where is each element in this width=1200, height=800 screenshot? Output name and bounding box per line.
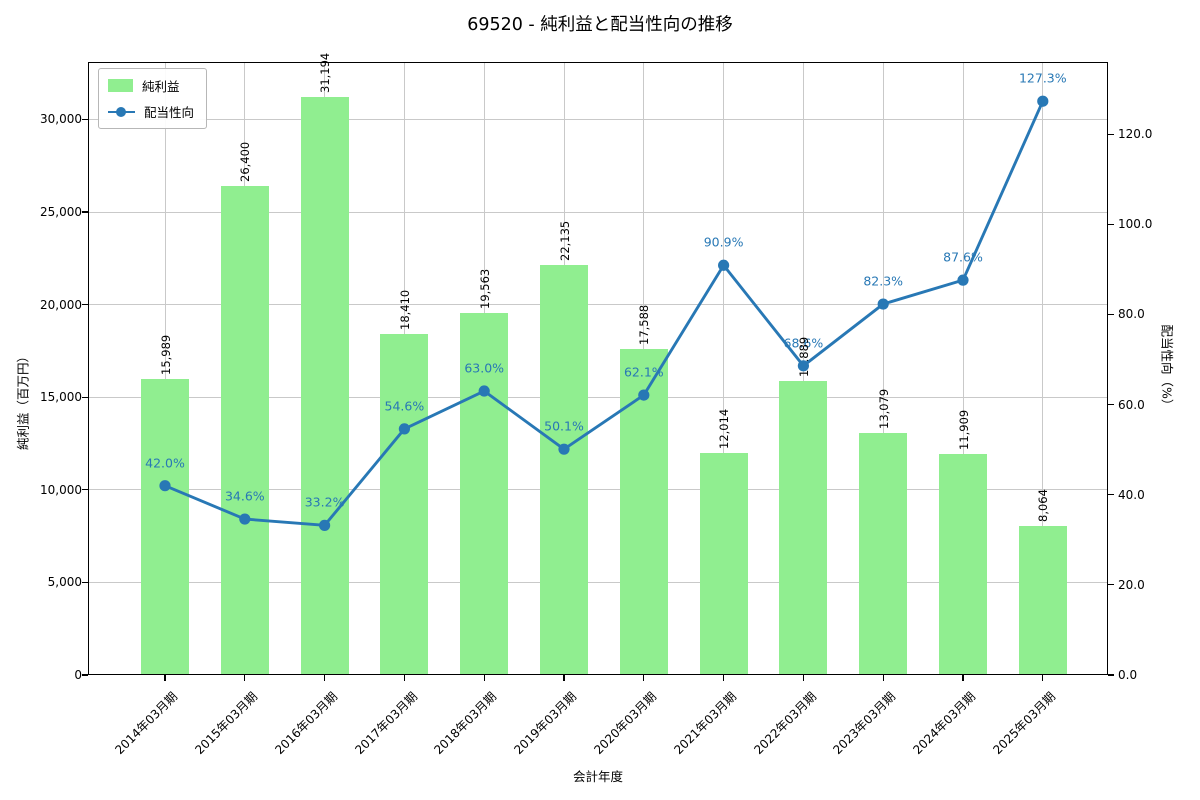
x-tick bbox=[563, 675, 565, 681]
x-axis-label: 会計年度 bbox=[572, 769, 624, 784]
y-tick-left bbox=[82, 581, 88, 583]
x-tick-label: 2014年03月期 bbox=[112, 689, 181, 758]
bar-value-label: 17,588 bbox=[637, 305, 652, 346]
legend: 純利益 配当性向 bbox=[98, 68, 208, 129]
x-tick bbox=[1042, 675, 1044, 681]
x-tick-label: 2020年03月期 bbox=[591, 689, 660, 758]
x-tick bbox=[483, 675, 485, 681]
x-tick-label: 2017年03月期 bbox=[351, 689, 420, 758]
bar-2024 bbox=[939, 454, 987, 675]
y-tick-label-right: 100.0 bbox=[1118, 217, 1153, 232]
bar-2015 bbox=[220, 186, 269, 675]
bar-2023 bbox=[859, 432, 908, 675]
y-tick-label-left: 30,000 bbox=[40, 112, 82, 127]
payout-point-label: 87.6% bbox=[943, 249, 983, 265]
x-tick-label: 2016年03月期 bbox=[272, 689, 340, 758]
bar-value-label: 18,410 bbox=[397, 289, 412, 331]
y-tick-label-left: 15,000 bbox=[40, 390, 82, 405]
y-tick-label-right: 20.0 bbox=[1118, 577, 1145, 592]
x-tick bbox=[962, 675, 964, 681]
y-tick-label-right: 0.0 bbox=[1118, 668, 1138, 682]
y-tick-right bbox=[1108, 494, 1114, 496]
payout-point-label: 62.1% bbox=[623, 364, 664, 380]
y-tick-left bbox=[82, 396, 88, 398]
y-tick-left bbox=[82, 118, 88, 120]
y-tick-label-left: 5,000 bbox=[47, 575, 82, 590]
y-tick-label-left: 25,000 bbox=[40, 205, 82, 219]
y-tick-label-right: 40.0 bbox=[1118, 487, 1145, 502]
payout-point-label: 42.0% bbox=[145, 455, 185, 471]
x-tick bbox=[164, 675, 166, 681]
y-tick-right bbox=[1108, 674, 1114, 676]
net-income-swatch-icon bbox=[108, 79, 133, 92]
payout-point-label: 82.3% bbox=[863, 273, 904, 289]
payout-point-label: 90.9% bbox=[703, 234, 744, 250]
bar-value-label: 15,889 bbox=[796, 336, 811, 377]
bar-value-label: 22,135 bbox=[557, 220, 572, 262]
y-tick-label-left: 20,000 bbox=[40, 297, 82, 312]
bar-2014 bbox=[141, 378, 189, 675]
payout-point-label: 63.0% bbox=[464, 360, 505, 376]
bar-2016 bbox=[300, 97, 349, 675]
x-tick bbox=[403, 675, 405, 681]
bar-value-label: 15,989 bbox=[158, 334, 173, 375]
y-tick-right bbox=[1108, 403, 1114, 406]
bar-value-label: 26,400 bbox=[238, 141, 253, 183]
y-tick-right bbox=[1108, 223, 1114, 225]
y-tick-right bbox=[1108, 313, 1114, 315]
bar-value-label: 12,014 bbox=[717, 408, 732, 449]
y-tick-left bbox=[82, 304, 88, 306]
x-tick-label: 2021年03月期 bbox=[671, 689, 739, 758]
x-tick bbox=[244, 675, 246, 681]
x-tick bbox=[324, 675, 326, 681]
legend-label-payout-ratio: 配当性向 bbox=[144, 105, 195, 120]
payout-point-label: 33.2% bbox=[304, 494, 345, 510]
x-tick-label: 2018年03月期 bbox=[431, 689, 500, 758]
payout-point-label: 127.3% bbox=[1018, 70, 1067, 86]
x-tick-label: 2022年03月期 bbox=[750, 689, 819, 758]
x-tick bbox=[882, 675, 884, 681]
x-tick bbox=[802, 675, 804, 681]
bar-2025 bbox=[1018, 525, 1067, 675]
legend-item-payout-ratio: 配当性向 bbox=[108, 102, 194, 121]
payout-point-label: 34.6% bbox=[224, 488, 265, 504]
x-tick bbox=[643, 675, 645, 681]
legend-item-net-income: 純利益 bbox=[108, 76, 194, 95]
bar-2017 bbox=[380, 334, 429, 675]
gridline-horizontal bbox=[88, 581, 1108, 583]
y-tick-label-right: 60.0 bbox=[1118, 397, 1145, 412]
y-tick-label-right: 80.0 bbox=[1118, 307, 1145, 322]
x-tick-label: 2025年03月期 bbox=[990, 689, 1059, 758]
y-tick-label-right: 120.0 bbox=[1118, 127, 1153, 142]
bar-value-label: 8,064 bbox=[1036, 488, 1051, 522]
y-tick-left bbox=[82, 674, 88, 676]
y-tick-left bbox=[82, 489, 88, 491]
x-tick-label: 2015年03月期 bbox=[192, 689, 261, 758]
y-tick-label-left: 0 bbox=[74, 668, 82, 682]
payout-point-label: 54.6% bbox=[384, 398, 425, 414]
y-tick-right bbox=[1108, 584, 1114, 586]
legend-label-net-income: 純利益 bbox=[142, 79, 180, 94]
x-tick-label: 2024年03月期 bbox=[910, 689, 979, 758]
y-tick-left bbox=[82, 211, 88, 213]
x-tick-label: 2019年03月期 bbox=[511, 689, 580, 758]
bar-value-label: 19,563 bbox=[477, 268, 492, 309]
y-tick-label-left: 10,000 bbox=[40, 482, 82, 497]
payout-line bbox=[164, 100, 1045, 527]
bar-2020 bbox=[619, 349, 668, 675]
bar-value-label: 31,194 bbox=[318, 53, 333, 94]
y-tick-right bbox=[1108, 133, 1114, 135]
bar-2019 bbox=[540, 265, 588, 675]
bar-2021 bbox=[699, 452, 748, 675]
x-tick bbox=[723, 675, 725, 681]
x-tick-label: 2023年03月期 bbox=[830, 689, 899, 758]
payout-point-label: 50.1% bbox=[544, 418, 584, 434]
gridline-horizontal bbox=[88, 118, 1108, 120]
bar-value-label: 11,909 bbox=[956, 410, 971, 451]
chart-title: 69520 - 純利益と配当性向の推移 bbox=[467, 15, 733, 35]
bar-value-label: 13,079 bbox=[876, 388, 891, 429]
bar-2022 bbox=[779, 380, 828, 675]
payout-ratio-swatch-icon bbox=[108, 105, 135, 118]
